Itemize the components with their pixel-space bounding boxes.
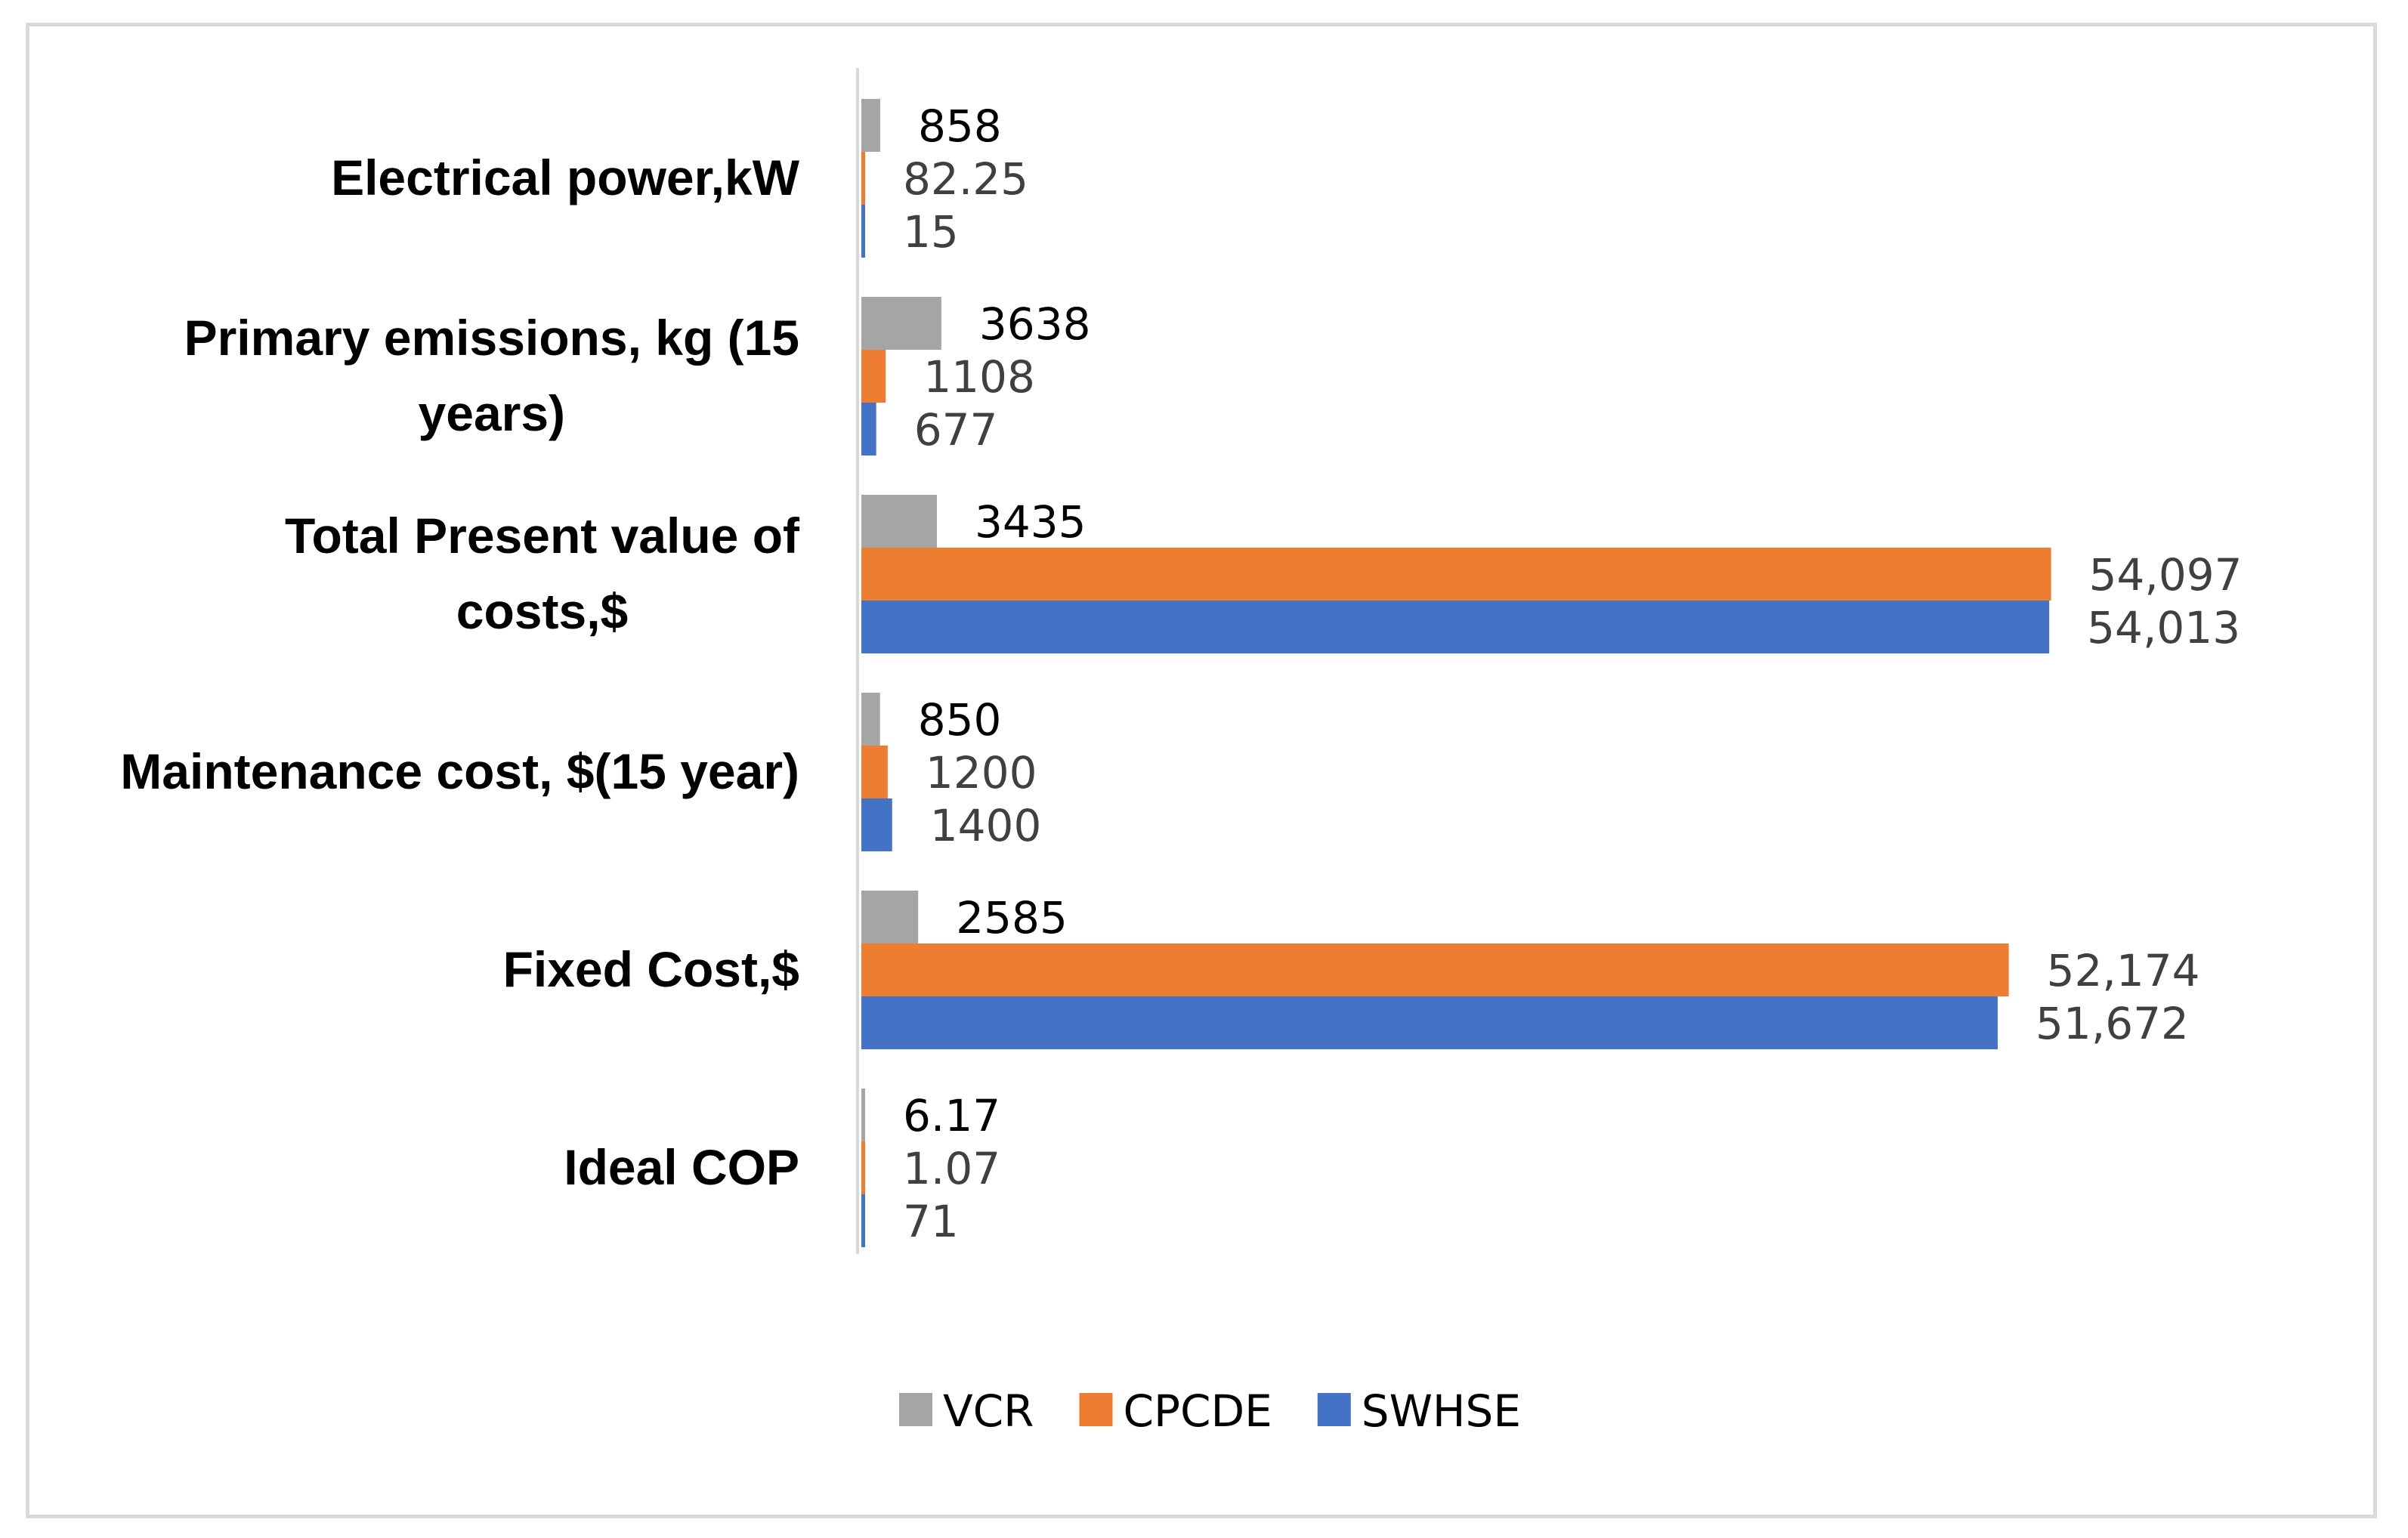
bar-swhse [861, 205, 865, 258]
bar-cpcde [861, 548, 2051, 601]
bar-vcr [861, 1089, 865, 1141]
data-label-vcr: 3638 [979, 298, 1091, 350]
category-label: Total Present value of costs,$ [285, 508, 800, 639]
chart-frame [26, 23, 2377, 1518]
bar-vcr [861, 693, 880, 746]
category-label: Fixed Cost,$ [503, 941, 799, 997]
bar-cpcde [861, 746, 888, 798]
category-label-line: costs,$ [456, 583, 628, 639]
data-label-swhse: 71 [903, 1196, 959, 1247]
data-label-swhse: 54,013 [2087, 602, 2240, 653]
data-label-vcr: 858 [918, 100, 1002, 152]
bar-cpcde [861, 152, 865, 205]
bar-swhse [861, 1194, 865, 1247]
data-label-swhse: 15 [903, 206, 959, 258]
data-label-cpcde: 52,174 [2047, 945, 2200, 996]
bar-vcr [861, 297, 941, 350]
data-label-swhse: 1400 [930, 800, 1042, 851]
data-label-swhse: 51,672 [2036, 998, 2189, 1049]
bar-cpcde [861, 1141, 865, 1194]
bar-swhse [861, 996, 1998, 1049]
category-label-line: years) [419, 385, 566, 441]
bar-vcr [861, 495, 937, 548]
category-label-line: Total Present value of [285, 508, 800, 564]
data-label-vcr: 3435 [975, 496, 1087, 548]
category-label-line: Fixed Cost,$ [503, 941, 799, 997]
data-label-cpcde: 82.25 [903, 153, 1028, 205]
bar-cpcde [861, 943, 2009, 996]
bar-vcr [861, 99, 880, 152]
category-label-line: Maintenance cost, $(15 year) [120, 743, 799, 799]
data-label-cpcde: 1108 [923, 351, 1035, 403]
data-label-cpcde: 1200 [926, 747, 1037, 798]
category-label: Maintenance cost, $(15 year) [120, 743, 799, 799]
category-label-line: Electrical power,kW [331, 150, 800, 205]
bar-cpcde [861, 350, 886, 403]
legend-label-swhse: SWHSE [1362, 1385, 1521, 1437]
bar-swhse [861, 601, 2050, 653]
legend-label-vcr: VCR [943, 1385, 1034, 1437]
data-label-cpcde: 1.07 [903, 1143, 1000, 1194]
bar-vcr [861, 891, 919, 943]
category-label-line: Primary emissions, kg (15 [184, 310, 799, 366]
legend-label-cpcde: CPCDE [1123, 1385, 1272, 1437]
data-label-vcr: 6.17 [903, 1090, 1000, 1141]
data-label-vcr: 2585 [956, 892, 1068, 943]
category-label: Electrical power,kW [331, 150, 800, 205]
bar-swhse [861, 403, 876, 456]
bar-swhse [861, 798, 892, 851]
category-label: Ideal COP [564, 1139, 799, 1195]
category-label: Primary emissions, kg (15 years) [184, 310, 799, 441]
category-label-line: Ideal COP [564, 1139, 799, 1195]
data-label-cpcde: 54,097 [2089, 549, 2243, 601]
legend-swatch-vcr [899, 1393, 932, 1426]
legend-swatch-swhse [1317, 1393, 1351, 1426]
data-label-vcr: 850 [918, 694, 1002, 746]
data-label-swhse: 677 [914, 404, 998, 456]
legend-swatch-cpcde [1079, 1393, 1113, 1426]
